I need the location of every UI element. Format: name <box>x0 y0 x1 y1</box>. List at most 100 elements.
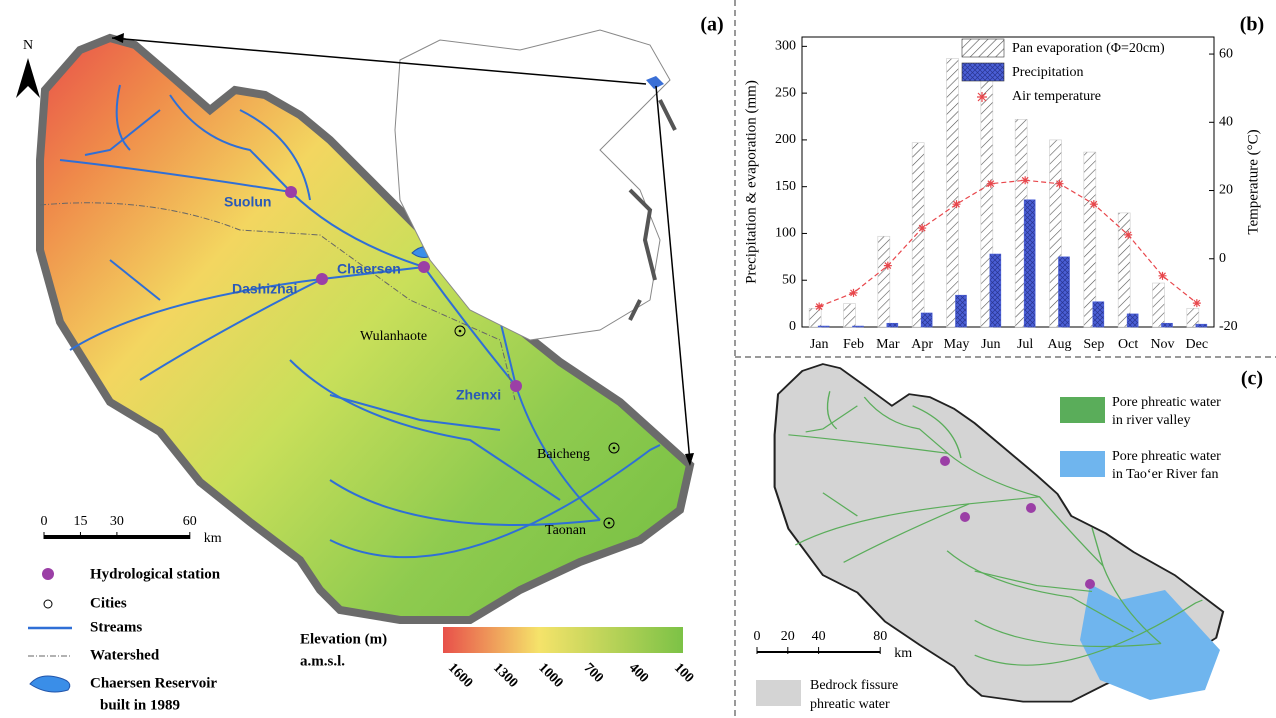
panel-label: (a) <box>700 14 723 36</box>
bar <box>989 253 1002 328</box>
station-name: Dashizhai <box>232 281 297 297</box>
bar <box>843 303 856 328</box>
legend-symbol <box>42 568 54 580</box>
bar <box>1186 307 1200 328</box>
bar <box>1126 313 1139 328</box>
colorbar-label: 1600 <box>445 660 475 690</box>
x-tick-label: May <box>944 337 970 352</box>
x-tick-label: Mar <box>876 337 900 352</box>
station-name: Suolun <box>224 194 271 210</box>
panel-b: (b) Precipitation & evaporation (mm) Tem… <box>743 14 1264 353</box>
station <box>1026 503 1036 513</box>
marker <box>918 224 927 233</box>
colorbar-title: Elevation (m) <box>300 631 387 647</box>
panel-a: (a) N Suolun Chaersen Dashizhai Zhenxi W… <box>16 14 724 713</box>
marker <box>1192 299 1201 308</box>
legend-label: phreatic water <box>810 697 890 712</box>
bar <box>852 325 864 328</box>
arrow <box>111 37 647 85</box>
bar <box>955 294 967 328</box>
legend-label: Air temperature <box>1012 89 1101 104</box>
scale-label: 40 <box>812 629 826 644</box>
legend-label: Cities <box>90 595 127 611</box>
y-tick-label: 150 <box>775 179 796 194</box>
legend-label: Streams <box>90 619 142 635</box>
coast <box>628 99 677 321</box>
scale-label: 20 <box>781 629 795 644</box>
marker <box>849 288 858 297</box>
y2-tick-label: 20 <box>1219 183 1233 198</box>
arrow-head <box>685 453 694 466</box>
x-tick-label: Jun <box>981 337 1000 352</box>
city-dots <box>458 329 616 525</box>
bar <box>946 58 959 328</box>
scale-unit: km <box>204 531 222 546</box>
legend-symbol <box>29 675 71 693</box>
legend-label: Pan evaporation (Φ=20cm) <box>1012 41 1165 56</box>
y-tick-label: 250 <box>775 85 796 100</box>
city-name: Baicheng <box>537 447 590 462</box>
station-name: Zhenxi <box>456 387 501 403</box>
y2-axis-title: Temperature (°C) <box>1245 129 1261 234</box>
bar <box>1058 256 1070 328</box>
x-tick-label: Sep <box>1083 337 1104 352</box>
marker <box>952 200 961 209</box>
legend-label: Watershed <box>90 647 160 663</box>
bar <box>1195 323 1208 328</box>
scale-label: 15 <box>73 514 87 529</box>
fan <box>1080 584 1220 700</box>
bar <box>1161 322 1173 328</box>
scale-label: 30 <box>110 514 124 529</box>
y-axis-title: Precipitation & evaporation (mm) <box>743 80 759 284</box>
legend-label: Hydrological station <box>90 566 221 582</box>
bar <box>1092 301 1105 328</box>
marker <box>815 302 824 311</box>
x-tick-label: Jul <box>1017 337 1033 352</box>
legend-symbol <box>977 92 987 102</box>
bar <box>877 235 891 328</box>
legend-label: Pore phreatic water <box>1112 395 1221 410</box>
arrow <box>655 85 691 463</box>
station-name: Chaersen <box>337 261 401 277</box>
city-name: Taonan <box>545 523 586 538</box>
colorbar-label: 1000 <box>535 660 565 690</box>
colorbar-label: 100 <box>671 660 696 685</box>
legend-swatch <box>1060 397 1105 423</box>
marker <box>1124 230 1133 239</box>
x-tick-label: Feb <box>843 337 864 352</box>
scale-label: 0 <box>41 514 48 529</box>
city-name: Wulanhaote <box>360 329 427 344</box>
scale-label: 60 <box>183 514 197 529</box>
colorbar-label: 700 <box>580 660 605 685</box>
colorbar <box>443 627 683 653</box>
legend-label: Chaersen Reservoir <box>90 675 217 691</box>
marker <box>1021 176 1030 185</box>
y2-tick-label: 60 <box>1219 46 1233 61</box>
station <box>418 261 430 273</box>
station <box>1085 579 1095 589</box>
x-tick-label: Oct <box>1118 337 1138 352</box>
y2-tick-label: -20 <box>1219 319 1238 334</box>
colorbar-label: 1300 <box>490 660 520 690</box>
watershed <box>39 202 516 401</box>
y-tick-label: 200 <box>775 132 796 147</box>
legend-label: Precipitation <box>1012 65 1084 80</box>
legend-symbol <box>961 62 1005 82</box>
legend-symbol <box>43 599 53 609</box>
marker <box>883 261 892 270</box>
north-label: N <box>23 38 33 53</box>
y2-tick-label: 40 <box>1219 115 1233 130</box>
bar <box>1152 282 1165 328</box>
x-tick-label: Apr <box>911 337 933 352</box>
y-tick-label: 50 <box>782 272 796 287</box>
x-tick-label: Dec <box>1186 337 1209 352</box>
colorbar-subtitle: a.m.s.l. <box>300 653 345 669</box>
city-markers <box>454 325 620 529</box>
marker <box>1055 179 1064 188</box>
marker <box>986 179 995 188</box>
station <box>510 380 522 392</box>
scale-bar: 0 15 30 60 km <box>41 514 222 546</box>
bar <box>1083 151 1097 328</box>
